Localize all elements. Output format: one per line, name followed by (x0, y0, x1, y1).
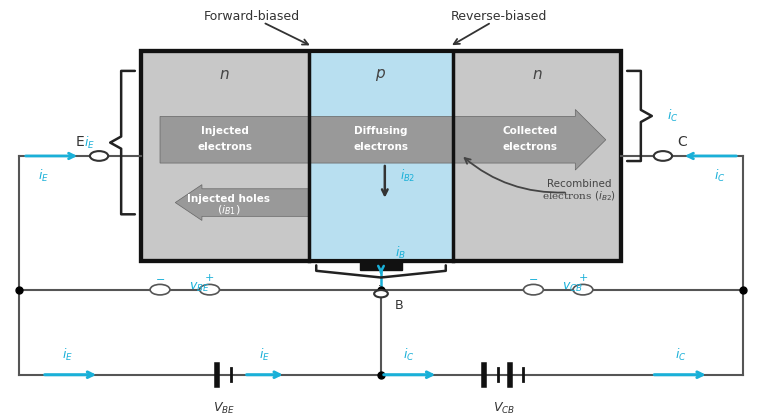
Text: $(i_{B1})$: $(i_{B1})$ (217, 204, 240, 217)
Bar (141, 50, 621, 261)
Text: $-$: $-$ (155, 272, 165, 282)
Text: Reverse-biased: Reverse-biased (451, 10, 547, 23)
Text: Diffusing: Diffusing (354, 126, 408, 136)
Text: $i_C$: $i_C$ (403, 347, 415, 362)
Text: $i_E$: $i_E$ (38, 168, 49, 184)
Bar (309, 50, 453, 261)
Text: $i_C$: $i_C$ (674, 347, 687, 362)
Text: $V_{BE}$: $V_{BE}$ (213, 401, 235, 416)
Text: Injected: Injected (201, 126, 248, 136)
Text: $i_B$: $i_B$ (376, 284, 386, 300)
Text: Injected holes: Injected holes (187, 194, 270, 204)
Text: C: C (677, 135, 687, 149)
Text: $i_E$: $i_E$ (259, 347, 270, 362)
Circle shape (374, 290, 388, 297)
Text: electrons: electrons (197, 142, 252, 152)
Text: $-$: $-$ (528, 272, 539, 282)
Bar (141, 50, 621, 261)
Circle shape (150, 284, 170, 295)
Text: $+$: $+$ (204, 272, 215, 283)
Bar (360, 261, 402, 270)
Text: $v_{BE}$: $v_{BE}$ (189, 281, 210, 294)
Text: Recombined: Recombined (547, 179, 611, 189)
Text: B: B (395, 299, 403, 312)
Text: $V_{CB}$: $V_{CB}$ (492, 401, 515, 416)
Text: $i_C$: $i_C$ (714, 168, 726, 184)
Circle shape (654, 151, 672, 161)
Text: electrons: electrons (502, 142, 557, 152)
Text: $+$: $+$ (578, 272, 588, 283)
Circle shape (90, 151, 108, 161)
Text: $i_C$: $i_C$ (667, 108, 679, 124)
Text: Forward-biased: Forward-biased (203, 10, 299, 23)
Polygon shape (160, 110, 606, 170)
Polygon shape (175, 185, 310, 221)
Text: $i_B$: $i_B$ (395, 245, 405, 261)
Text: $i_{B2}$: $i_{B2}$ (400, 168, 415, 184)
Text: $i_E$: $i_E$ (62, 347, 72, 362)
Text: E: E (75, 135, 85, 149)
Text: $v_{CB}$: $v_{CB}$ (562, 281, 583, 294)
Text: $n$: $n$ (219, 68, 230, 82)
Text: electrons: electrons (354, 142, 408, 152)
Text: $p$: $p$ (376, 67, 386, 83)
Circle shape (200, 284, 219, 295)
Text: electrons $(i_{B2})$: electrons $(i_{B2})$ (542, 190, 616, 203)
Text: $i_E$: $i_E$ (84, 135, 95, 151)
Text: $n$: $n$ (532, 68, 543, 82)
Circle shape (573, 284, 593, 295)
Text: Collected: Collected (502, 126, 557, 136)
Circle shape (523, 284, 543, 295)
